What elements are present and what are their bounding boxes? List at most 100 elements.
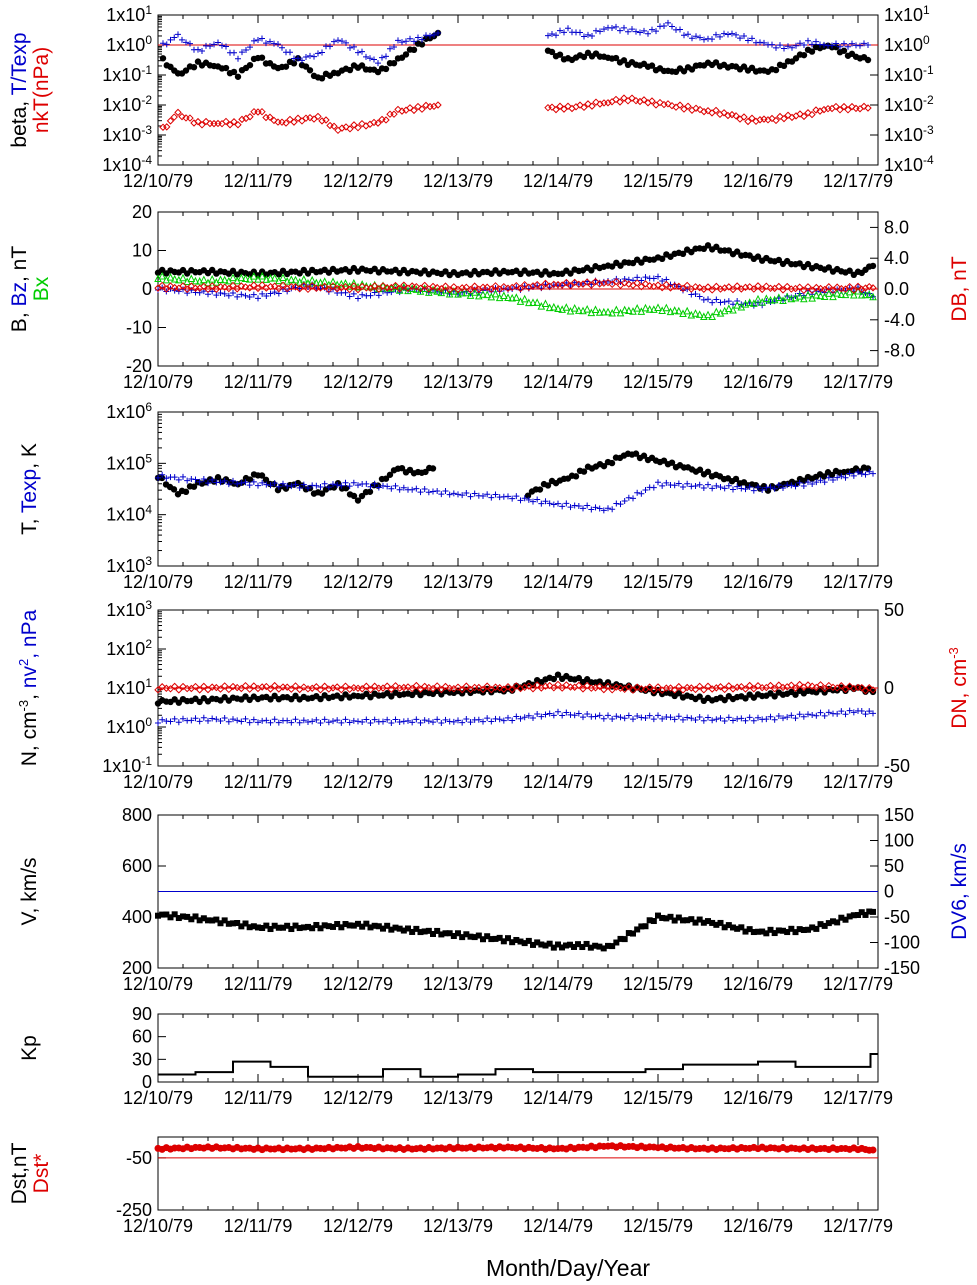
data-point-V	[384, 922, 391, 929]
data-point-Texp	[180, 473, 186, 480]
data-point-Bx	[545, 303, 554, 312]
data-point-DN	[170, 682, 179, 691]
data-point-DB	[750, 285, 758, 293]
data-point-T/Texp	[435, 30, 441, 36]
x-tick-label: 12/12/79	[323, 1088, 393, 1108]
data-point-V	[455, 930, 461, 937]
data-point-N	[554, 671, 562, 678]
data-point-Bz	[263, 293, 270, 300]
data-point-Texp	[417, 489, 424, 496]
data-point-V	[705, 918, 711, 925]
data-point-V	[755, 928, 761, 935]
data-point-Bz	[359, 291, 366, 298]
data-point-T/Texp	[729, 30, 735, 37]
data-point-T/Texp	[809, 41, 815, 48]
data-point-Texp	[455, 491, 461, 498]
data-point-DN	[291, 682, 300, 690]
data-point-nv2	[400, 718, 407, 725]
data-point-Texp	[830, 477, 836, 484]
data-point-T/Texp	[379, 54, 385, 61]
data-point-Bz	[696, 293, 703, 300]
data-point-V	[825, 920, 832, 927]
data-point-T/Texp	[637, 29, 643, 36]
data-point-nkT(nPa)	[386, 110, 394, 118]
data-point-Texp	[588, 506, 595, 513]
data-point-Texp	[858, 470, 865, 477]
data-point-Texp	[230, 477, 236, 484]
data-point-nv2	[246, 719, 253, 726]
data-point-Bz	[271, 289, 278, 296]
data-point-B	[421, 267, 428, 274]
data-point-T	[632, 450, 640, 457]
data-point-DB	[470, 282, 479, 290]
data-point-nkT(nPa)	[398, 107, 406, 115]
data-point-nkT(nPa)	[720, 109, 728, 117]
data-point-nv2	[505, 714, 511, 721]
data-point-DN	[504, 683, 512, 691]
data-point-DN	[869, 686, 877, 694]
data-point-V	[292, 922, 299, 929]
data-point-nv2	[858, 708, 865, 715]
data-point-DN	[804, 681, 812, 689]
data-point-Bz	[255, 295, 261, 302]
data-point-Bx	[170, 274, 179, 283]
data-point-T/Texp	[629, 26, 635, 33]
x-tick-label: 12/10/79	[123, 372, 193, 392]
data-point-V	[430, 931, 436, 938]
data-point-nv2	[575, 710, 582, 717]
data-point-nv2	[230, 716, 236, 723]
data-point-DN	[366, 685, 375, 694]
data-point-nv2	[684, 714, 691, 721]
data-point-nkT(nPa)	[238, 115, 246, 124]
data-point-nv2	[700, 717, 707, 724]
data-point-T/Texp	[319, 49, 325, 56]
data-point-T	[398, 464, 406, 472]
data-point-DB	[483, 283, 491, 291]
data-point-nv2	[263, 717, 270, 724]
data-point-T	[318, 490, 326, 497]
data-point-T/Texp	[243, 46, 249, 53]
x-tick-label: 12/10/79	[123, 1216, 193, 1236]
data-point-nv2	[680, 716, 686, 723]
data-point-V	[555, 941, 561, 948]
data-point-T	[640, 452, 648, 459]
data-point-T/Texp	[761, 39, 767, 46]
data-point-T/Texp	[355, 49, 361, 56]
data-point-nkT(nPa)	[616, 98, 624, 106]
data-point-nkT(nPa)	[170, 113, 178, 121]
data-point-nv2	[363, 716, 370, 723]
y-axis-label2-magnetic-field: Bx	[30, 276, 53, 301]
data-point-Texp	[755, 484, 761, 491]
y-tick-label-velocity: 400	[122, 907, 152, 927]
data-point-DN	[175, 686, 183, 694]
data-point-nkT(nPa)	[712, 106, 720, 115]
data-point-DN	[312, 683, 321, 691]
data-point-T/Texp	[649, 26, 655, 33]
panel-frame-temperature	[157, 411, 879, 567]
data-point-DN	[650, 686, 658, 695]
data-point-N	[625, 682, 633, 689]
data-point-V	[609, 943, 616, 950]
data-point-T/Texp	[419, 36, 425, 43]
data-point-DN	[829, 683, 837, 692]
data-point-Bx	[500, 291, 508, 300]
data-point-nkT(nPa)	[270, 116, 278, 125]
data-point-nv2	[413, 716, 420, 723]
data-point-V	[800, 927, 807, 934]
data-point-DN	[279, 683, 287, 691]
data-point-Bx	[762, 294, 771, 302]
data-point-Bz	[238, 291, 245, 298]
right-tick-label-velocity: -50	[884, 907, 910, 927]
data-point-DN	[687, 684, 696, 692]
data-point-DN	[412, 681, 421, 690]
panel-frame-kp	[157, 1013, 879, 1083]
data-point-nv2	[771, 716, 778, 723]
data-point-T	[170, 486, 178, 493]
data-point-nkT(nPa)	[382, 116, 390, 124]
data-point-nkT(nPa)	[206, 119, 214, 128]
data-point-V	[775, 927, 782, 934]
data-point-DB	[520, 281, 529, 289]
data-point-DB	[295, 285, 304, 293]
data-point-T/Texp	[347, 44, 353, 51]
data-point-Bx	[550, 302, 558, 311]
